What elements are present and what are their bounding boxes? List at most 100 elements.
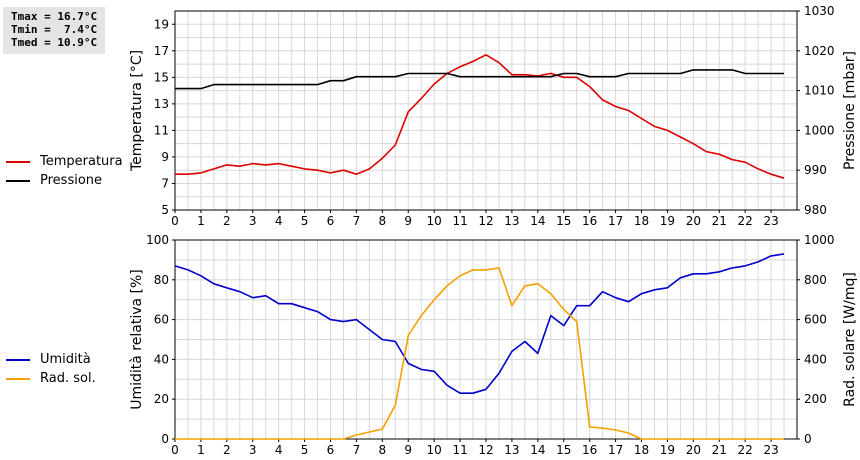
x-tick-label: 4 xyxy=(275,214,283,228)
x-tick-label: 1 xyxy=(197,214,205,228)
y2-tick-label: 800 xyxy=(804,273,827,287)
y2-tick-label: 1030 xyxy=(804,4,835,18)
x-tick-label: 21 xyxy=(712,214,727,228)
y-tick-label: 15 xyxy=(154,70,169,84)
x-tick-label: 3 xyxy=(249,214,257,228)
y2-tick-label: 400 xyxy=(804,352,827,366)
x-tick-label: 5 xyxy=(301,214,309,228)
y2-tick-label: 990 xyxy=(804,163,827,177)
x-tick-label: 23 xyxy=(763,214,778,228)
x-tick-label: 16 xyxy=(582,214,597,228)
x-tick-label: 22 xyxy=(738,443,753,457)
y2-axis-label: Pressione [mbar] xyxy=(842,51,858,170)
x-tick-label: 15 xyxy=(556,214,571,228)
x-tick-label: 16 xyxy=(582,443,597,457)
legend-top: Temperatura Pressione xyxy=(6,152,123,190)
legend-item-pressione: Pressione xyxy=(6,171,123,190)
y-tick-label: 5 xyxy=(161,203,169,217)
legend-label: Temperatura xyxy=(40,154,123,169)
y2-tick-label: 980 xyxy=(804,203,827,217)
legend-label: Rad. sol. xyxy=(40,371,96,386)
legend-bottom: Umidità Rad. sol. xyxy=(6,350,96,388)
legend-swatch xyxy=(6,160,30,163)
legend-item-umidita: Umidità xyxy=(6,350,96,369)
x-tick-label: 10 xyxy=(427,214,442,228)
y-tick-label: 0 xyxy=(161,432,169,446)
x-tick-label: 17 xyxy=(608,443,623,457)
tmed-text: Tmed = 10.9°C xyxy=(11,36,98,49)
x-tick-label: 2 xyxy=(223,443,231,457)
series-line-rad-sol xyxy=(175,267,784,440)
stats-box: Tmax = 16.7°C Tmin = 7.4°C Tmed = 10.9°C xyxy=(3,7,105,54)
x-tick-label: 6 xyxy=(327,214,335,228)
y2-tick-label: 1000 xyxy=(804,233,835,247)
y2-tick-label: 1020 xyxy=(804,44,835,58)
y-tick-label: 60 xyxy=(154,313,169,327)
series-line-pressione xyxy=(175,69,784,90)
legend-label: Umidità xyxy=(40,352,91,367)
legend-swatch xyxy=(6,377,30,380)
y2-tick-label: 600 xyxy=(804,313,827,327)
x-tick-label: 22 xyxy=(738,214,753,228)
y-tick-label: 9 xyxy=(161,150,169,164)
x-tick-label: 5 xyxy=(301,443,309,457)
x-tick-label: 21 xyxy=(712,443,727,457)
tmax-text: Tmax = 16.7°C xyxy=(11,10,98,23)
x-tick-label: 15 xyxy=(556,443,571,457)
y2-axis-label: Rad. solare [W/mq] xyxy=(842,272,858,407)
y-tick-label: 40 xyxy=(154,352,169,366)
x-tick-label: 12 xyxy=(478,214,493,228)
x-tick-label: 19 xyxy=(660,443,675,457)
x-tick-label: 13 xyxy=(504,214,519,228)
x-tick-label: 1 xyxy=(197,443,205,457)
y-tick-label: 19 xyxy=(154,17,169,31)
x-tick-label: 23 xyxy=(763,443,778,457)
y-tick-label: 100 xyxy=(146,233,169,247)
x-tick-label: 6 xyxy=(327,443,335,457)
x-tick-label: 11 xyxy=(452,214,467,228)
y-tick-label: 11 xyxy=(154,123,169,137)
x-tick-label: 4 xyxy=(275,443,283,457)
y2-tick-label: 1000 xyxy=(804,123,835,137)
x-tick-label: 10 xyxy=(427,443,442,457)
y-tick-label: 17 xyxy=(154,44,169,58)
x-tick-label: 7 xyxy=(353,443,361,457)
y2-tick-label: 0 xyxy=(804,432,812,446)
legend-swatch xyxy=(6,179,30,182)
legend-item-rad-sol: Rad. sol. xyxy=(6,369,96,388)
x-tick-label: 12 xyxy=(478,443,493,457)
x-tick-label: 14 xyxy=(530,214,545,228)
y-tick-label: 13 xyxy=(154,97,169,111)
series-line-umidit xyxy=(174,253,785,395)
x-tick-label: 0 xyxy=(171,443,179,457)
y2-tick-label: 1010 xyxy=(804,84,835,98)
x-tick-label: 3 xyxy=(249,443,257,457)
x-tick-label: 8 xyxy=(379,214,387,228)
legend-item-temperatura: Temperatura xyxy=(6,152,123,171)
legend-label: Pressione xyxy=(40,173,103,188)
chart-panel-2: 0 1 2 3 4 5 6 7 8 9 10 11 12 13 14 15 16 17 18 19 20 21 22 2302… xyxy=(129,233,858,457)
x-tick-label: 18 xyxy=(634,443,649,457)
x-tick-label: 18 xyxy=(634,214,649,228)
x-tick-label: 9 xyxy=(404,214,412,228)
x-tick-label: 0 xyxy=(171,214,179,228)
x-tick-label: 8 xyxy=(379,443,387,457)
x-tick-label: 2 xyxy=(223,214,231,228)
chart-panel-1: 0 1 2 3 4 5 6 7 8 9 10 11 12 13 14 15 16 17 18 19 20 21 22 2357… xyxy=(129,4,858,228)
tmin-text: Tmin = 7.4°C xyxy=(11,23,98,36)
y-tick-label: 20 xyxy=(154,392,169,406)
x-tick-label: 20 xyxy=(686,443,701,457)
x-tick-label: 7 xyxy=(353,214,361,228)
x-tick-label: 14 xyxy=(530,443,545,457)
series-line-temperatura xyxy=(175,53,785,179)
y2-tick-label: 200 xyxy=(804,392,827,406)
y-axis-label: Temperatura [°C] xyxy=(129,50,145,172)
x-tick-label: 13 xyxy=(504,443,519,457)
legend-swatch xyxy=(6,358,30,361)
x-tick-label: 19 xyxy=(660,214,675,228)
y-tick-label: 7 xyxy=(161,176,169,190)
x-tick-label: 17 xyxy=(608,214,623,228)
y-axis-label: Umidità relativa [%] xyxy=(129,269,145,410)
x-tick-label: 9 xyxy=(404,443,412,457)
